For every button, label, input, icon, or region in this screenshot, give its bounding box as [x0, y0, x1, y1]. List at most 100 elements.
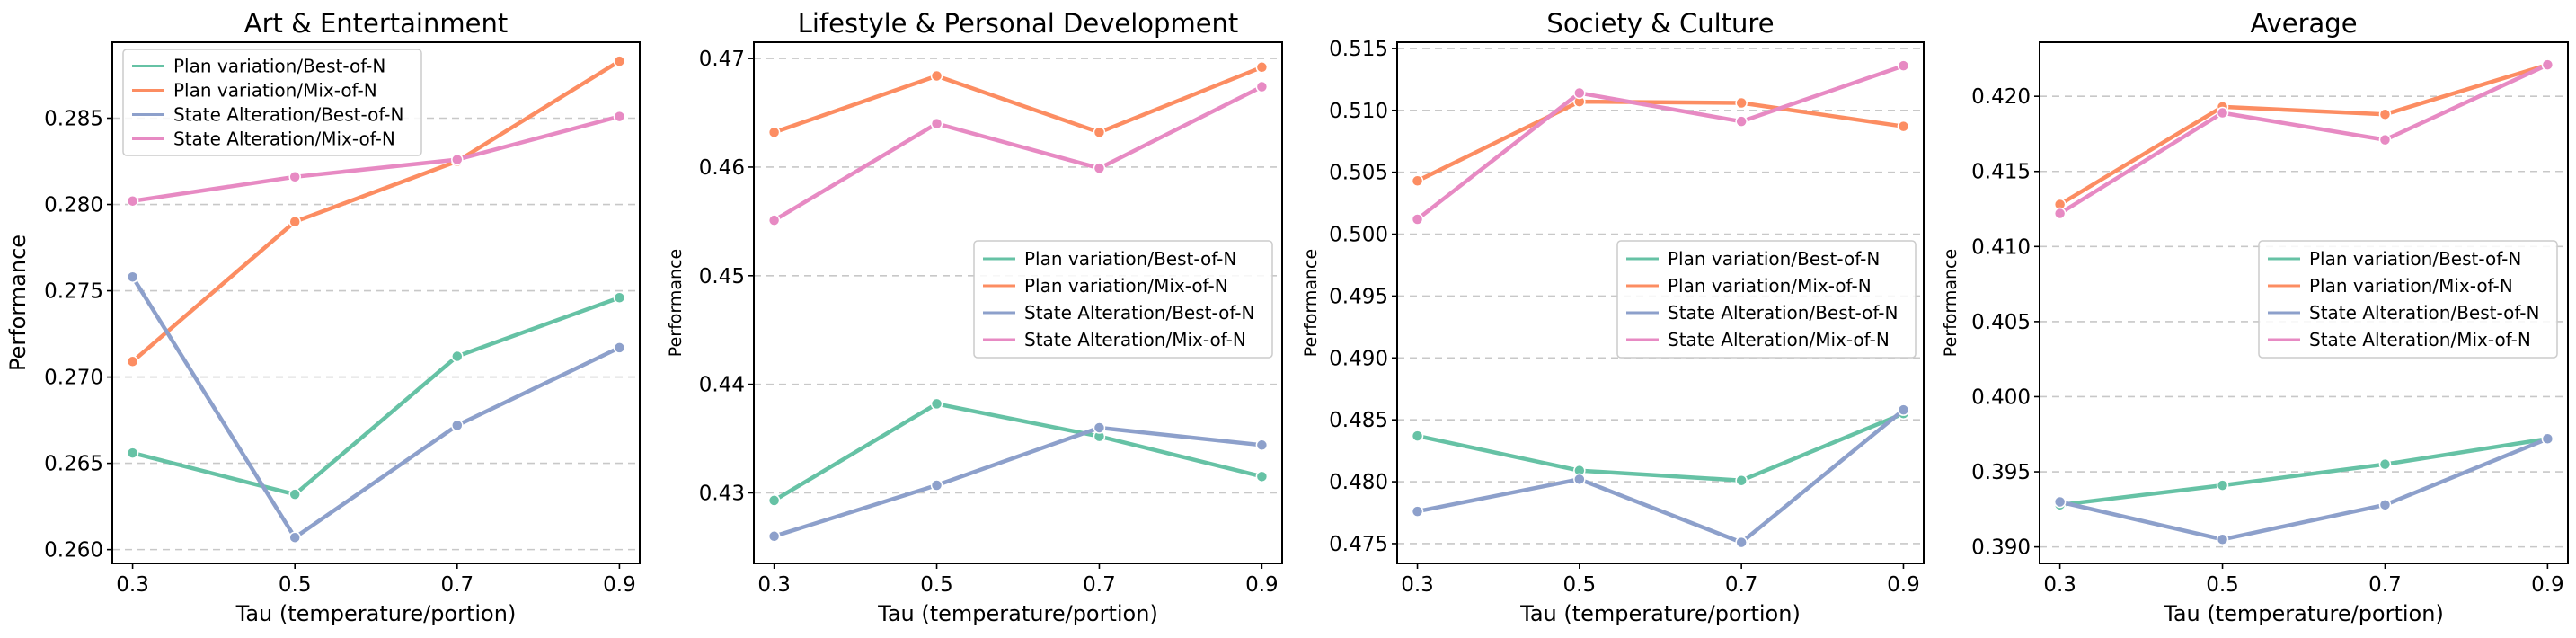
y-tick-label: 0.395: [1971, 461, 2031, 484]
data-point-state-alteration-mix-of-n: [2053, 207, 2067, 220]
data-point-state-alteration-mix-of-n: [2216, 106, 2229, 120]
y-tick-label: 0.490: [1329, 347, 1388, 370]
data-point-state-alteration-mix-of-n: [1573, 86, 1586, 100]
y-tick-label: 0.43: [699, 482, 745, 505]
data-point-plan-variation-best-of-n: [2216, 479, 2229, 492]
data-point-state-alteration-best-of-n: [1255, 439, 1269, 452]
y-tick-label: 0.410: [1971, 235, 2031, 259]
series-line-plan-variation-mix-of-n: [772, 65, 1264, 135]
legend-label: State Alteration/Best-of-N: [1668, 302, 1898, 323]
series-line-state-alteration-mix-of-n: [2058, 62, 2550, 216]
chart-panel-3: 0.475 0.480 0.485 0.490 0.495 0.500 0.505 0.510…: [1301, 8, 1925, 626]
x-tick-label: 0.3: [116, 573, 149, 597]
x-tick-label: 0.5: [279, 573, 312, 597]
data-point-plan-variation-mix-of-n: [1093, 126, 1106, 139]
x-tick-label: 0.3: [757, 573, 791, 597]
x-tick-label: 0.9: [1887, 573, 1920, 597]
y-tick-label: 0.505: [1329, 162, 1388, 185]
x-tick-label: 0.5: [1563, 573, 1597, 597]
legend-label: Plan variation/Mix-of-N: [173, 80, 377, 102]
chart-panel-4: 0.390 0.395 0.400 0.405 0.410 0.415 0.420 0.3 0.…: [1941, 8, 2569, 626]
series-line-state-alteration-mix-of-n: [1415, 63, 1906, 222]
legend-label: State Alteration/Mix-of-N: [2309, 329, 2531, 350]
y-tick-label: 0.45: [699, 265, 745, 288]
x-tick-label: 0.9: [1245, 573, 1279, 597]
y-tick-label: 0.265: [44, 453, 103, 476]
data-point-state-alteration-mix-of-n: [2378, 133, 2392, 146]
x-axis-label: Tau (temperature/portion): [877, 601, 1158, 626]
x-tick-label: 0.3: [2043, 573, 2076, 597]
y-tick-label: 0.495: [1329, 285, 1388, 308]
legend: Plan variation/Best-of-N Plan variation/M…: [2258, 240, 2558, 359]
legend-label: Plan variation/Best-of-N: [1024, 248, 1236, 270]
chart-title: Society & Culture: [1546, 8, 1774, 39]
data-point-state-alteration-mix-of-n: [288, 171, 301, 183]
x-tick-label: 0.9: [2531, 573, 2564, 597]
y-tick-label: 0.47: [699, 48, 745, 71]
data-point-state-alteration-best-of-n: [2216, 533, 2229, 546]
y-axis-label: Performance: [1301, 249, 1321, 357]
legend-label: Plan variation/Best-of-N: [1668, 248, 1880, 270]
x-tick-label: 0.5: [920, 573, 953, 597]
legend-label: State Alteration/Best-of-N: [1024, 302, 1254, 323]
x-tick-label: 0.9: [603, 573, 636, 597]
legend-box: [1616, 240, 1917, 359]
y-tick-label: 0.420: [1971, 85, 2031, 109]
x-tick-label: 0.5: [2206, 573, 2239, 597]
data-point-plan-variation-best-of-n: [288, 488, 301, 501]
x-tick-label: 0.3: [1401, 573, 1434, 597]
legend: Plan variation/Best-of-N Plan variation/M…: [973, 240, 1273, 359]
y-tick-label: 0.415: [1971, 161, 2031, 184]
x-tick-label: 0.7: [2368, 573, 2402, 597]
plot-frame: [2039, 41, 2569, 564]
y-tick-label: 0.405: [1971, 311, 2031, 334]
legend-label: State Alteration/Best-of-N: [2309, 302, 2539, 323]
data-point-plan-variation-best-of-n: [767, 494, 781, 507]
data-point-state-alteration-best-of-n: [1093, 421, 1106, 434]
legend-box: [2258, 240, 2558, 359]
series-line-plan-variation-mix-of-n: [1415, 99, 1906, 183]
data-point-plan-variation-mix-of-n: [767, 126, 781, 139]
x-axis-label: Tau (temperature/portion): [1519, 601, 1801, 626]
data-point-state-alteration-mix-of-n: [767, 214, 781, 226]
y-tick-label: 0.510: [1329, 100, 1388, 123]
data-point-plan-variation-mix-of-n: [613, 55, 626, 67]
y-tick-label: 0.275: [44, 280, 103, 304]
data-point-plan-variation-mix-of-n: [1255, 61, 1269, 74]
y-tick-label: 0.390: [1971, 536, 2031, 560]
series-line-state-alteration-mix-of-n: [130, 114, 622, 203]
data-point-state-alteration-best-of-n: [1735, 536, 1748, 549]
y-tick-label: 0.285: [44, 108, 103, 131]
y-tick-label: 0.400: [1971, 385, 2031, 409]
data-point-state-alteration-mix-of-n: [2541, 58, 2554, 71]
y-tick-label: 0.480: [1329, 471, 1388, 494]
legend-label: Plan variation/Mix-of-N: [1668, 275, 1872, 297]
y-tick-label: 0.500: [1329, 224, 1388, 247]
data-point-state-alteration-mix-of-n: [1255, 80, 1269, 93]
data-point-state-alteration-best-of-n: [1897, 403, 1910, 416]
data-point-state-alteration-best-of-n: [767, 530, 781, 543]
data-point-plan-variation-best-of-n: [2378, 457, 2392, 471]
series-line-plan-variation-mix-of-n: [2058, 62, 2550, 207]
legend-box: [122, 49, 422, 156]
data-point-state-alteration-mix-of-n: [1411, 213, 1424, 226]
data-point-plan-variation-mix-of-n: [288, 215, 301, 228]
data-point-plan-variation-mix-of-n: [2378, 108, 2392, 120]
y-tick-label: 0.485: [1329, 409, 1388, 432]
legend-label: Plan variation/Best-of-N: [173, 56, 385, 77]
y-tick-label: 0.270: [44, 367, 103, 390]
legend-label: Plan variation/Best-of-N: [2309, 248, 2521, 270]
chart-panel-2: 0.43 0.44 0.45 0.46 0.47 0.3 0.5 0.7 0.9 Lifestyl…: [666, 8, 1283, 626]
y-axis-label: Performance: [5, 235, 31, 371]
legend: Plan variation/Best-of-N Plan variation/M…: [1616, 240, 1917, 359]
data-point-state-alteration-mix-of-n: [1735, 115, 1748, 128]
series-line-state-alteration-best-of-n: [130, 274, 622, 540]
series-line-plan-variation-best-of-n: [2058, 437, 2550, 508]
x-axis-label: Tau (temperature/portion): [2163, 601, 2444, 626]
data-point-plan-variation-best-of-n: [1255, 470, 1269, 483]
series-line-plan-variation-best-of-n: [1415, 412, 1906, 483]
plot-frame: [111, 41, 641, 564]
data-point-state-alteration-mix-of-n: [613, 110, 626, 123]
chart-title: Lifestyle & Personal Development: [798, 8, 1239, 39]
